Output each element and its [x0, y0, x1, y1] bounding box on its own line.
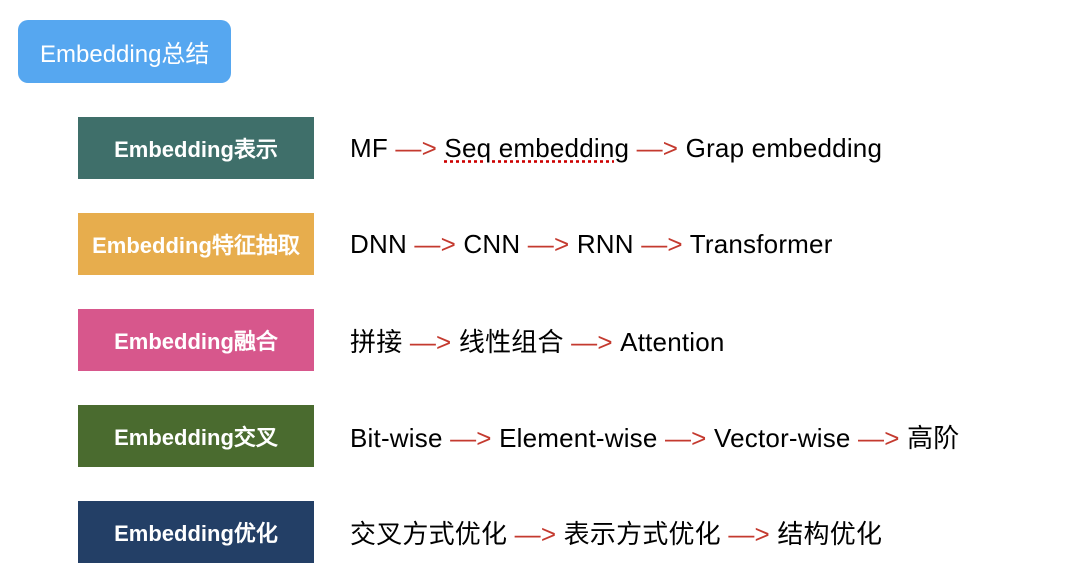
row-2: Embedding融合拼接 —> 线性组合 —> Attention	[78, 309, 1062, 371]
segment-1-0: DNN	[350, 229, 407, 259]
flow-1: DNN —> CNN —> RNN —> Transformer	[350, 229, 833, 260]
arrow-icon: —>	[728, 519, 770, 549]
arrow-icon: —>	[571, 327, 613, 357]
row-3: Embedding交叉 Bit-wise —> Element-wise —> V…	[78, 405, 1062, 467]
pill-1: Embedding特征抽取	[78, 213, 314, 275]
row-0: Embedding表示 MF —> Seq embedding —> Grap e…	[78, 117, 1062, 179]
arrow-icon: —>	[410, 327, 452, 357]
arrow-icon: —>	[665, 423, 707, 453]
arrow-icon: —>	[528, 229, 570, 259]
arrow-icon: —>	[515, 519, 557, 549]
rows-container: Embedding表示 MF —> Seq embedding —> Grap e…	[78, 117, 1062, 563]
arrow-icon: —>	[637, 133, 679, 163]
arrow-icon: —>	[858, 423, 900, 453]
title-badge: Embedding总结	[18, 20, 231, 83]
segment-4-1: 表示方式优化	[564, 519, 721, 549]
segment-0-0: MF	[350, 133, 388, 163]
arrow-icon: —>	[450, 423, 492, 453]
arrow-icon: —>	[641, 229, 683, 259]
segment-0-1: Seq embedding	[444, 133, 629, 163]
pill-3: Embedding交叉	[78, 405, 314, 467]
segment-4-0: 交叉方式优化	[350, 519, 507, 549]
segment-3-3: 高阶	[907, 423, 959, 453]
flow-2: 拼接 —> 线性组合 —> Attention	[350, 322, 725, 359]
segment-2-0: 拼接	[350, 327, 402, 357]
segment-1-1: CNN	[463, 229, 520, 259]
row-4: Embedding优化交叉方式优化 —> 表示方式优化 —> 结构优化	[78, 501, 1062, 563]
segment-3-2: Vector-wise	[714, 423, 851, 453]
flow-3: Bit-wise —> Element-wise —> Vector-wise …	[350, 418, 959, 455]
segment-4-2: 结构优化	[777, 519, 882, 549]
segment-1-2: RNN	[577, 229, 634, 259]
segment-2-2: Attention	[620, 327, 724, 357]
row-1: Embedding特征抽取 DNN —> CNN —> RNN —> Transf…	[78, 213, 1062, 275]
segment-1-3: Transformer	[690, 229, 833, 259]
arrow-icon: —>	[395, 133, 437, 163]
pill-4: Embedding优化	[78, 501, 314, 563]
segment-2-1: 线性组合	[459, 327, 564, 357]
segment-3-1: Element-wise	[499, 423, 657, 453]
arrow-icon: —>	[414, 229, 456, 259]
segment-3-0: Bit-wise	[350, 423, 443, 453]
pill-0: Embedding表示	[78, 117, 314, 179]
segment-0-2: Grap embedding	[686, 133, 882, 163]
pill-2: Embedding融合	[78, 309, 314, 371]
flow-0: MF —> Seq embedding —> Grap embedding	[350, 133, 882, 164]
flow-4: 交叉方式优化 —> 表示方式优化 —> 结构优化	[350, 514, 882, 551]
